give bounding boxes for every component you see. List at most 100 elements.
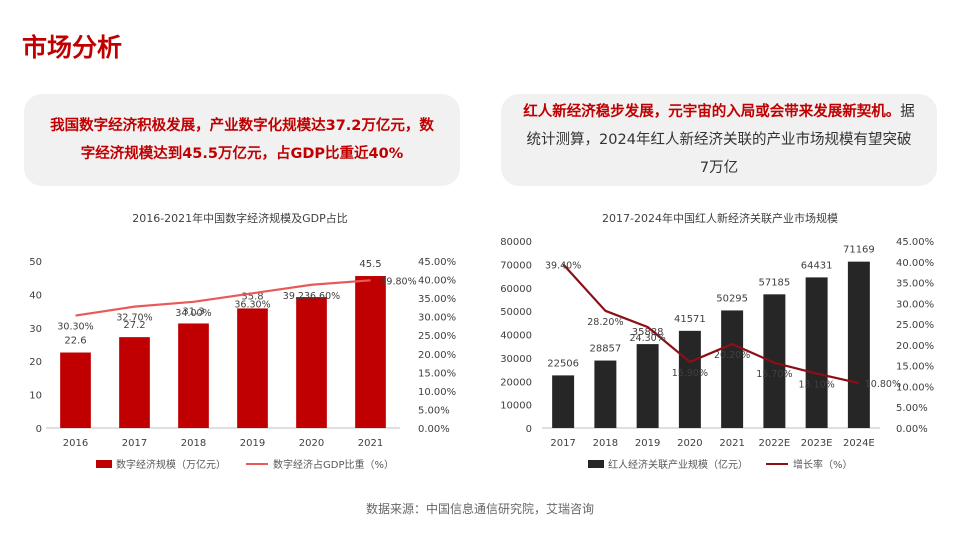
y-axis-tick-label: 20000 [500,377,532,388]
bar [552,375,575,428]
left-summary-box: 我国数字经济积极发展，产业数字化规模达37.2万亿元，数字经济规模达到45.5万… [24,94,460,186]
y2-axis-tick-label: 45.00% [896,237,934,248]
legend-bar-label: 数字经济规模（万亿元） [116,458,226,471]
line-value-label: 36.30% [234,299,270,310]
line-series [562,263,860,385]
y-axis-tick-label: 10 [29,391,42,402]
page-title: 市场分析 [22,33,123,62]
line-value-label: 30.30% [57,322,93,333]
x-axis-tick-label: 2018 [593,438,618,449]
line-value-label: 39.40% [545,260,581,271]
line-value-label: 39.236.60% [283,291,340,302]
bar [237,308,268,428]
bar-value-label: 71169 [843,245,875,256]
bar [763,294,786,428]
right-summary-box: 红人新经济稳步发展，元宇宙的入局或会带来发展新契机。据统计测算，2024年红人新… [501,94,937,186]
y2-axis-tick-label: 5.00% [896,403,928,414]
bar [594,360,617,428]
x-axis-tick-label: 2017 [122,438,147,449]
x-axis-tick-label: 2016 [63,438,88,449]
y2-axis-tick-label: 30.00% [896,299,934,310]
y2-axis-tick-label: 30.00% [418,313,456,324]
line-value-label: 10.80% [865,379,901,390]
line-value-label: 15.70% [756,369,792,380]
x-axis-tick-label: 2019 [240,438,265,449]
x-axis-tick-label: 2020 [299,438,324,449]
chart-title: 2017-2024年中国红人新经济关联产业市场规模 [602,211,838,225]
y2-axis-tick-label: 45.00% [418,257,456,268]
y2-axis-tick-label: 15.00% [896,362,934,373]
y2-axis-tick-label: 5.00% [418,405,450,416]
bar [119,337,150,428]
bar-value-label: 50295 [716,293,748,304]
y2-axis-tick-label: 0.00% [896,424,928,435]
x-axis-tick-label: 2019 [635,438,660,449]
right-summary-paragraph: 红人新经济稳步发展，元宇宙的入局或会带来发展新契机。据统计测算，2024年红人新… [523,98,915,182]
line-value-label: 34.00% [175,308,211,319]
y2-axis-tick-label: 10.00% [896,382,934,393]
line-series [75,279,371,317]
y2-axis-tick-label: 20.00% [418,350,456,361]
y2-axis-tick-label: 40.00% [896,258,934,269]
y-axis-tick-label: 30000 [500,354,532,365]
data-source: 数据来源：中国信息通信研究院，艾瑞咨询 [365,502,594,516]
bar-value-label: 41571 [674,314,706,325]
line-value-label: 15.90% [672,368,708,379]
y-axis-tick-label: 0 [36,424,42,435]
bar [178,323,209,428]
y2-axis-tick-label: 10.00% [418,387,456,398]
bar-value-label: 28857 [589,344,621,355]
y2-axis-tick-label: 25.00% [896,320,934,331]
y2-axis-tick-label: 35.00% [896,279,934,290]
y-axis-tick-label: 20 [29,357,42,368]
right-summary-highlight: 红人新经济稳步发展，元宇宙的入局或会带来发展新契机。 [523,104,901,120]
y-axis-tick-label: 50 [29,257,42,268]
digital-economy-chart: 2016-2021年中国数字经济规模及GDP占比 0 10 20 30 40 50 0.00%… [29,211,456,471]
bar [678,330,701,428]
y2-axis-tick-label: 40.00% [418,276,456,287]
x-axis-tick-label: 2022E [758,438,790,449]
y-axis-tick-label: 40 [29,290,42,301]
y-axis-tick-label: 40000 [500,331,532,342]
x-axis-tick-label: 2017 [550,438,575,449]
y2-axis-tick-label: 20.00% [896,341,934,352]
y-axis-tick-label: 50000 [500,307,532,318]
y2-axis-tick-label: 25.00% [418,331,456,342]
bar [296,297,327,428]
bar [805,277,828,428]
x-axis-tick-label: 2023E [801,438,833,449]
bar-value-label: 64431 [801,260,833,271]
x-axis-tick-label: 2021 [719,438,744,449]
y2-axis-tick-label: 0.00% [418,424,450,435]
line-value-label: 13.10% [799,380,835,391]
y-axis-tick-label: 10000 [500,401,532,412]
left-summary-text: 我国数字经济积极发展，产业数字化规模达37.2万亿元，数字经济规模达到45.5万… [50,118,434,162]
line-value-label: 32.70% [116,313,152,324]
bar-value-label: 57185 [758,277,790,288]
right-summary-text: 据统计测算，2024年红人新经济关联的产业市场规模有望突破7万亿 [526,104,915,176]
chart-title: 2016-2021年中国数字经济规模及GDP占比 [132,211,348,225]
y-axis-tick-label: 30 [29,324,42,335]
bar-value-label: 35.8 [241,291,263,302]
bar [60,352,91,428]
y-axis-tick-label: 70000 [500,260,532,271]
bar-value-label: 45.5 [359,259,381,270]
bar-value-label: 22506 [547,358,579,369]
y-axis-tick-label: 60000 [500,284,532,295]
legend-bar-label: 红人经济关联产业规模（亿元） [608,458,748,471]
legend-bar-swatch [96,460,112,468]
legend-line-label: 增长率（%） [793,458,853,471]
y-axis-tick-label: 0 [526,424,532,435]
bar [847,261,870,428]
x-axis-tick-label: 2024E [843,438,875,449]
bar [636,344,659,428]
bar-value-label: 27.2 [123,320,145,331]
line-value-label: 28.20% [587,317,623,328]
legend-line-label: 数字经济占GDP比重（%） [273,458,394,471]
x-axis-tick-label: 2020 [677,438,702,449]
bar-value-label: 22.6 [64,336,86,347]
bar-value-label: 35888 [632,327,664,338]
line-value-label: 20.20% [714,350,750,361]
line-value-label: 24.30% [630,333,666,344]
bar [721,310,744,428]
